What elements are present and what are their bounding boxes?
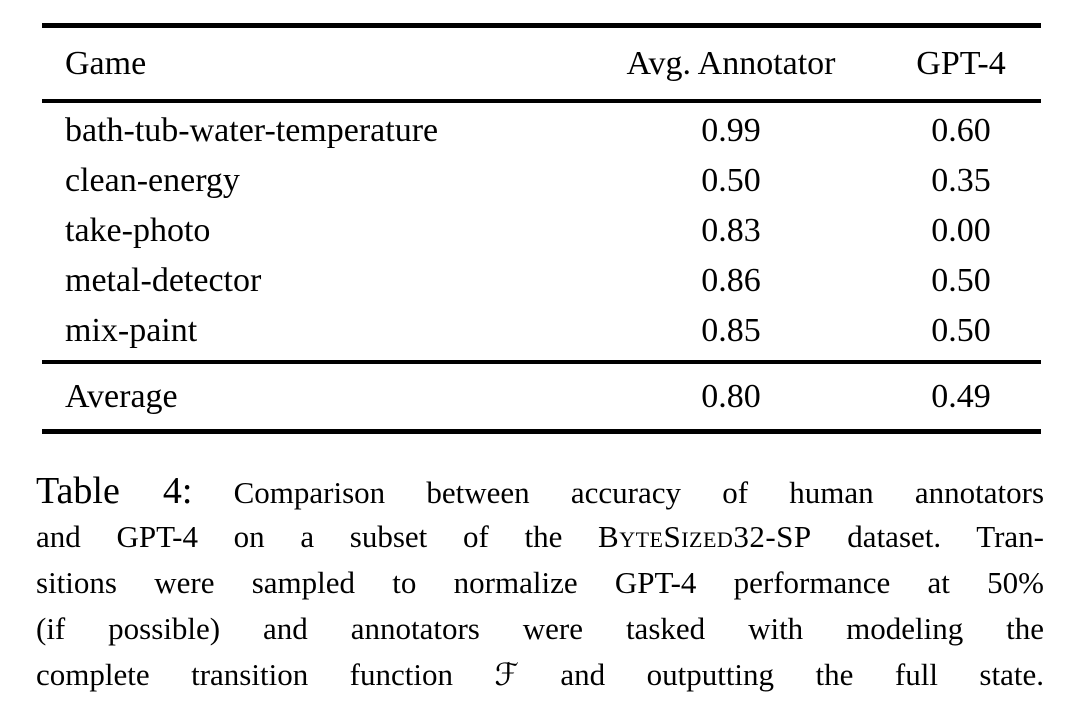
table-row: metal-detector 0.86 0.50 xyxy=(42,256,1041,306)
table-header-row: Game Avg. Annotator GPT-4 xyxy=(42,28,1041,99)
table-summary-row: Average 0.80 0.49 xyxy=(42,364,1041,429)
caption-line: Table 4: Comparison between accuracy of … xyxy=(36,468,1044,514)
table-header-rule xyxy=(42,99,1041,103)
avg-annotator-value-cell: 0.50 xyxy=(701,162,761,199)
table-summary-rule xyxy=(42,360,1041,364)
game-name-cell: clean-energy xyxy=(65,162,240,199)
table-row: mix-paint 0.85 0.50 xyxy=(42,306,1041,356)
gpt4-value-cell: 0.50 xyxy=(931,262,991,299)
column-header-avg-annotator: Avg. Annotator xyxy=(626,44,836,82)
caption-text-label: Table 4: xyxy=(36,470,193,512)
caption-text-normal: and outputting the full state. xyxy=(518,657,1044,692)
caption-line: sitions were sampled to normalize GPT-4 … xyxy=(36,560,1044,606)
avg-annotator-value-cell: 0.99 xyxy=(701,112,761,149)
table-bottom-rule xyxy=(42,429,1041,434)
caption-text-smallcaps: ByteSized32-SP xyxy=(598,519,812,554)
caption-line: (if possible) and annotators were tasked… xyxy=(36,606,1044,652)
game-name-cell: metal-detector xyxy=(65,262,262,299)
table-row: take-photo 0.83 0.00 xyxy=(42,206,1041,256)
avg-annotator-value-cell: 0.83 xyxy=(701,212,761,249)
avg-annotator-value-cell: 0.86 xyxy=(701,262,761,299)
gpt4-value-cell: 0.00 xyxy=(931,212,991,249)
column-header-game: Game xyxy=(65,44,147,82)
table-4: Game Avg. Annotator GPT-4 bath-tub-water… xyxy=(42,23,1041,434)
table-top-rule xyxy=(42,23,1041,28)
caption-text-normal: dataset. Tran- xyxy=(811,519,1044,554)
summary-label: Average xyxy=(65,377,178,415)
table-caption: Table 4: Comparison between accuracy of … xyxy=(36,468,1044,698)
avg-annotator-value-cell: 0.85 xyxy=(701,312,761,349)
gpt4-value-cell: 0.60 xyxy=(931,112,991,149)
caption-text-normal: and GPT-4 on a subset of the xyxy=(36,519,599,554)
summary-gpt4-value: 0.49 xyxy=(931,377,991,415)
caption-text-normal: (if possible) and annotators were tasked… xyxy=(36,611,1044,646)
column-header-gpt4: GPT-4 xyxy=(916,44,1006,82)
game-name-cell: mix-paint xyxy=(65,312,198,349)
game-name-cell: take-photo xyxy=(65,212,211,249)
gpt4-value-cell: 0.50 xyxy=(931,312,991,349)
caption-line: complete transition function ℱ and outpu… xyxy=(36,652,1044,698)
game-name-cell: bath-tub-water-temperature xyxy=(65,112,439,149)
caption-line: and GPT-4 on a subset of the ByteSized32… xyxy=(36,514,1044,560)
caption-text-normal: sitions were sampled to normalize GPT-4 … xyxy=(36,565,1044,600)
summary-avg-annotator-value: 0.80 xyxy=(701,377,761,415)
table-row: clean-energy 0.50 0.35 xyxy=(42,156,1041,206)
caption-text-normal: Comparison between accuracy of human ann… xyxy=(192,475,1045,510)
gpt4-value-cell: 0.35 xyxy=(931,162,991,199)
table-row: bath-tub-water-temperature 0.99 0.60 xyxy=(42,106,1041,156)
table-body: bath-tub-water-temperature 0.99 0.60 cle… xyxy=(42,103,1041,360)
caption-text-math: ℱ xyxy=(494,657,519,693)
caption-text-normal: complete transition function xyxy=(36,657,495,692)
